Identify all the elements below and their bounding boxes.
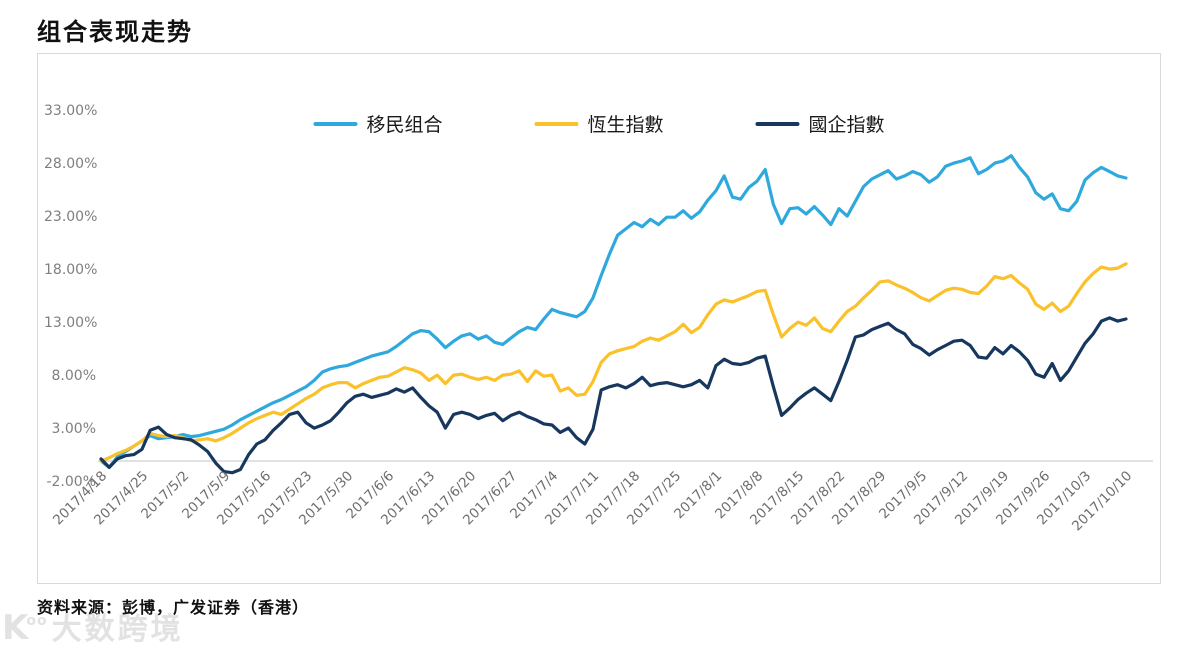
legend-item-immigration-portfolio: 移民组合 — [313, 110, 442, 137]
watermark: Koo 大数跨境 — [2, 601, 184, 654]
y-axis-label: 18.00% — [44, 262, 98, 279]
watermark-text: 大数跨境 — [51, 612, 184, 647]
source-note: 资料来源：彭博，广发证券（香港） — [37, 598, 310, 617]
legend-label: 恆生指數 — [587, 114, 664, 136]
legend-swatch-icon — [313, 121, 358, 126]
china-enterprises-index-line — [99, 316, 1128, 475]
legend-label: 國企指數 — [808, 114, 885, 136]
chart-legend: 移民组合 恆生指數 國企指數 — [313, 110, 885, 137]
chart-area: 移民组合 恆生指數 國企指數 33.00% 28.00% 23.00% 18.00% 13.… — [37, 53, 1161, 584]
legend-item-china-enterprises-index: 國企指數 — [755, 110, 885, 137]
y-axis-label: 28.00% — [44, 156, 98, 173]
y-axis-label: 8.00% — [51, 368, 96, 385]
legend-swatch-icon — [755, 121, 800, 126]
y-axis-label: 23.00% — [44, 209, 98, 226]
immigration-portfolio-line — [99, 154, 1128, 469]
y-axis-label: 13.00% — [44, 315, 98, 332]
legend-label: 移民组合 — [366, 114, 443, 136]
page-title: 组合表现走势 — [37, 17, 193, 46]
y-axis-label: 3.00% — [51, 421, 96, 438]
legend-item-hang-seng-index: 恆生指數 — [534, 110, 664, 137]
watermark-logo-icon: Koo — [2, 608, 48, 648]
y-axis-label: 33.00% — [44, 103, 98, 120]
line-chart-canvas — [98, 154, 1153, 475]
legend-swatch-icon — [534, 121, 579, 126]
hang-seng-index-line — [99, 262, 1128, 463]
y-axis-label: -2.00% — [46, 474, 96, 491]
